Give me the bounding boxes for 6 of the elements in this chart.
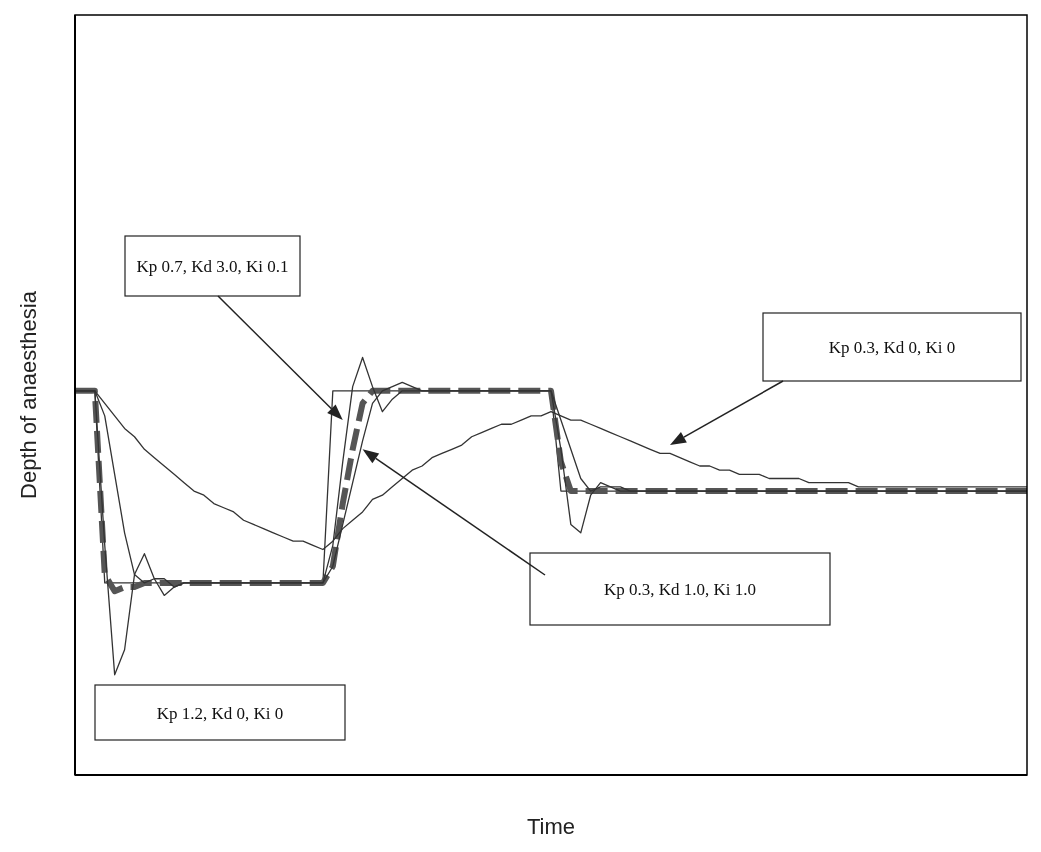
annotation: Kp 1.2, Kd 0, Ki 0	[156, 703, 284, 723]
annotation: Kp 0.3, Kd 1.0, Ki 1.0	[603, 580, 757, 599]
text: Kp 0.7, Kd 3.0, Ki 0.1	[136, 257, 289, 276]
x-axis-title: Time	[526, 814, 576, 839]
text: Kp 0.3, Kd 0, Ki 0	[828, 338, 956, 357]
y-axis-title: Depth of anaesthesia	[15, 290, 41, 499]
